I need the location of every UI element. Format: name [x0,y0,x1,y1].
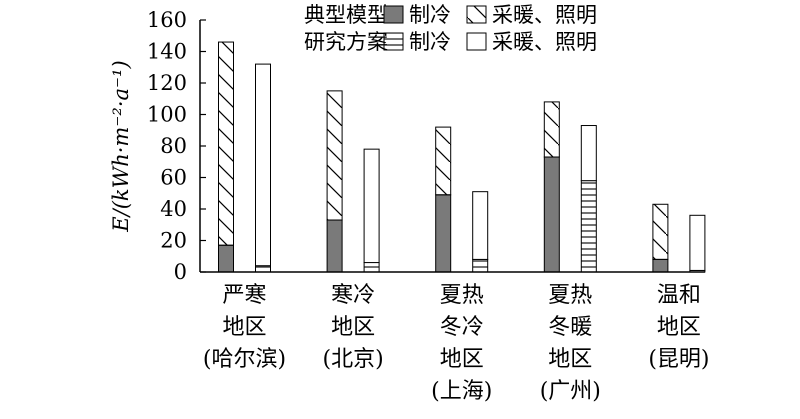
x-tick-label: 地区 [331,315,375,340]
y-tick-label: 100 [147,103,187,127]
bar-scheme-heating-lighting [689,214,706,271]
x-tick-label: 冬暖 [548,315,592,340]
bar-typical-cooling [543,156,560,273]
y-tick-label: 60 [160,166,187,190]
x-axis-labels: 严寒地区(哈尔滨)寒冷地区(北京)夏热冬冷地区(上海)夏热冬暖地区(广州)温和地… [203,283,710,404]
bar-scheme-heating-lighting [363,148,380,264]
y-tick-label: 160 [147,8,187,32]
legend-row1-cooling: 制冷 [409,3,451,27]
y-tick-label: 140 [147,40,187,64]
bar-typical-cooling [435,194,452,273]
bar-scheme-heating-lighting [255,63,271,267]
legend-row1-other: 采暖、照明 [492,3,597,27]
bar-typical-cooling [218,244,234,273]
bar-scheme-heating-lighting [580,125,597,182]
bar-scheme-cooling [472,258,489,273]
x-tick-label: (北京) [323,347,384,372]
bar-typical-cooling [652,258,669,273]
legend-swatch-scheme-cooling [383,32,404,51]
bar-typical-heating-lighting [652,203,669,260]
y-tick-label: 20 [160,229,187,253]
x-tick-label: (广州) [540,379,601,404]
bar-typical-heating-lighting [218,41,234,246]
y-tick-label: 40 [160,197,187,221]
bar-scheme-cooling [363,262,380,273]
legend-swatch-typical-other [466,5,487,24]
legend-swatch-scheme-other [466,32,487,51]
bars [218,41,706,273]
x-tick-label: 严寒 [222,283,266,308]
x-tick-label: 地区 [548,347,592,372]
x-tick-label: 地区 [222,315,266,340]
bar-scheme-cooling [255,265,271,273]
y-tick-label: 80 [160,134,187,158]
x-tick-label: 温和 [657,283,701,308]
bar-scheme-heating-lighting [472,191,489,260]
x-tick-label: 地区 [440,347,484,372]
legend-row2-cooling: 制冷 [409,30,451,54]
legend-row2-label: 研究方案 [304,30,388,54]
y-axis-ticks: 0 20 40 60 80 100 120 140 160 [147,8,206,284]
bar-typical-heating-lighting [326,90,343,221]
x-tick-label: 寒冷 [331,283,375,308]
x-tick-label: 夏热 [548,283,592,308]
x-tick-label: (上海) [431,379,492,404]
bar-scheme-cooling [580,180,597,273]
bar-typical-heating-lighting [435,126,452,196]
y-axis-title: E/(kWh·m⁻²·a⁻¹) [109,60,133,232]
x-tick-label: 地区 [657,315,701,340]
x-tick-label: 夏热 [440,283,484,308]
x-tick-label: 冬冷 [440,315,484,340]
y-tick-label: 0 [174,260,187,284]
bar-typical-heating-lighting [543,101,560,158]
legend-swatch-typical-cooling [383,5,404,24]
legend-row1-label: 典型模型 [304,3,388,27]
bar-typical-cooling [326,219,343,273]
x-tick-label: (昆明) [648,347,709,372]
x-tick-label: (哈尔滨) [203,347,286,372]
y-tick-label: 120 [147,71,187,95]
legend-row2-other: 采暖、照明 [492,30,597,54]
legend: 典型模型 制冷 采暖、照明 研究方案 制冷 采暖、照明 [304,3,597,54]
